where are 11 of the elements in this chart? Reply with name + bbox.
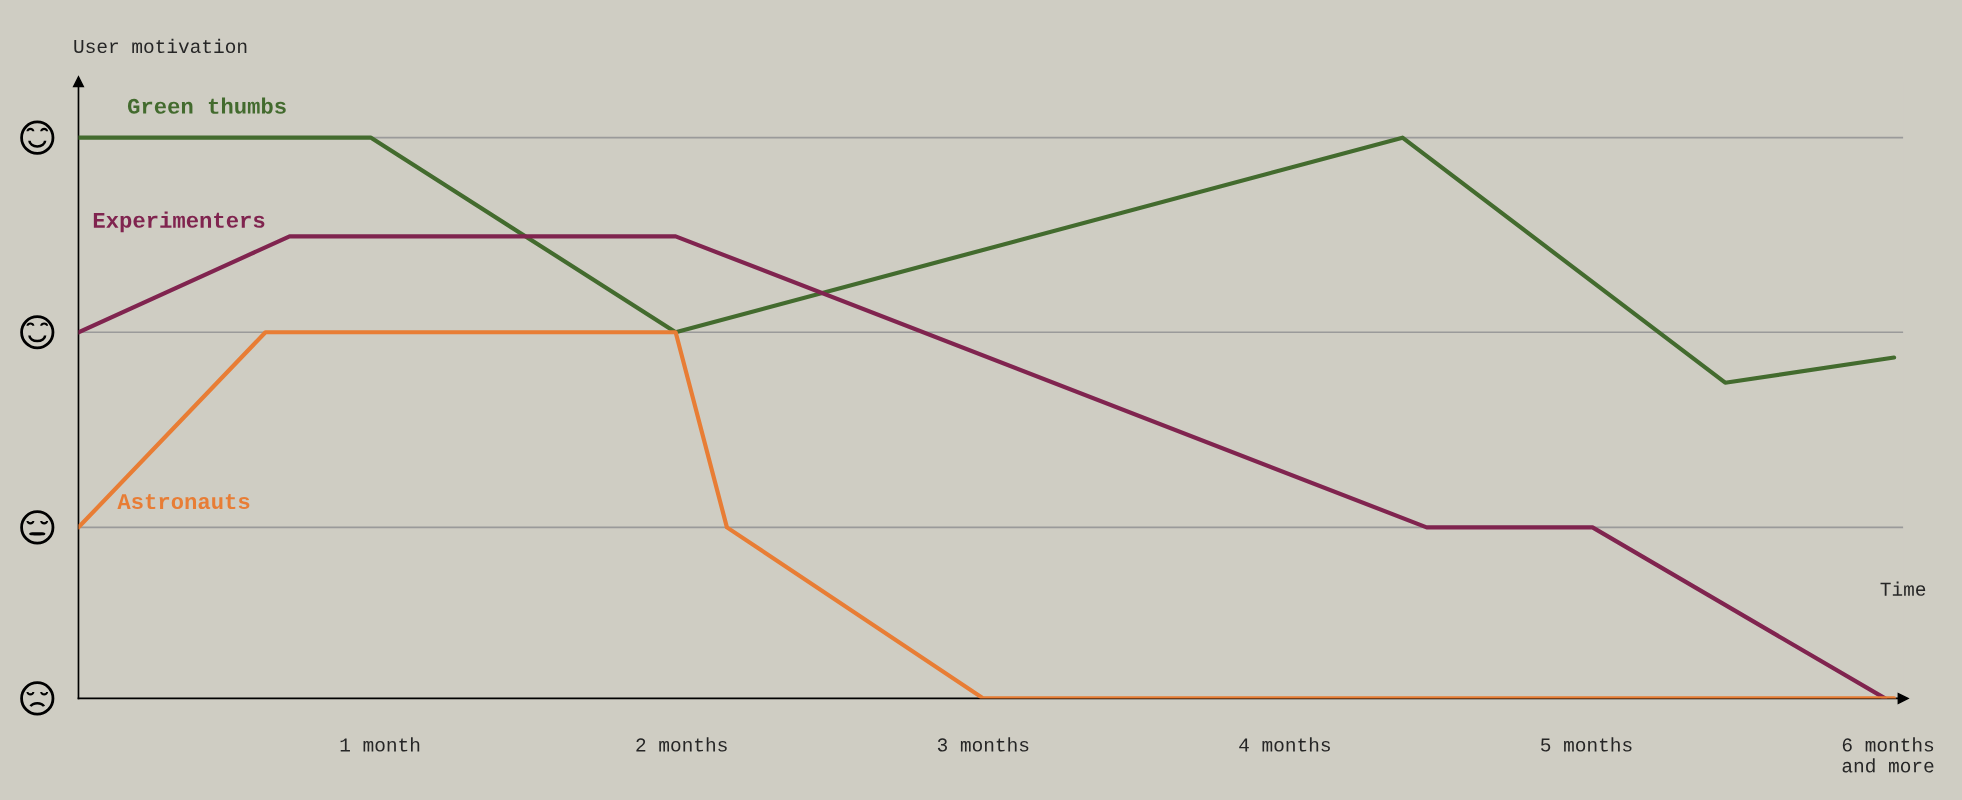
- series-label: Green thumbs: [127, 97, 286, 114]
- y-axis-title: User motivation: [74, 38, 247, 54]
- series-label: Astronauts: [117, 494, 250, 510]
- x-tick-label: 2 months: [636, 737, 727, 752]
- x-tick-label: 5 months: [1541, 737, 1632, 752]
- x-tick-label: 1 month: [340, 737, 420, 752]
- x-tick-label: 6 months and more: [1842, 737, 1934, 773]
- x-tick-label: 3 months: [937, 737, 1029, 752]
- x-tick-label: 4 months: [1239, 737, 1330, 752]
- series-label: Experimenters: [93, 211, 265, 233]
- x-axis-title: Time: [1880, 581, 1926, 596]
